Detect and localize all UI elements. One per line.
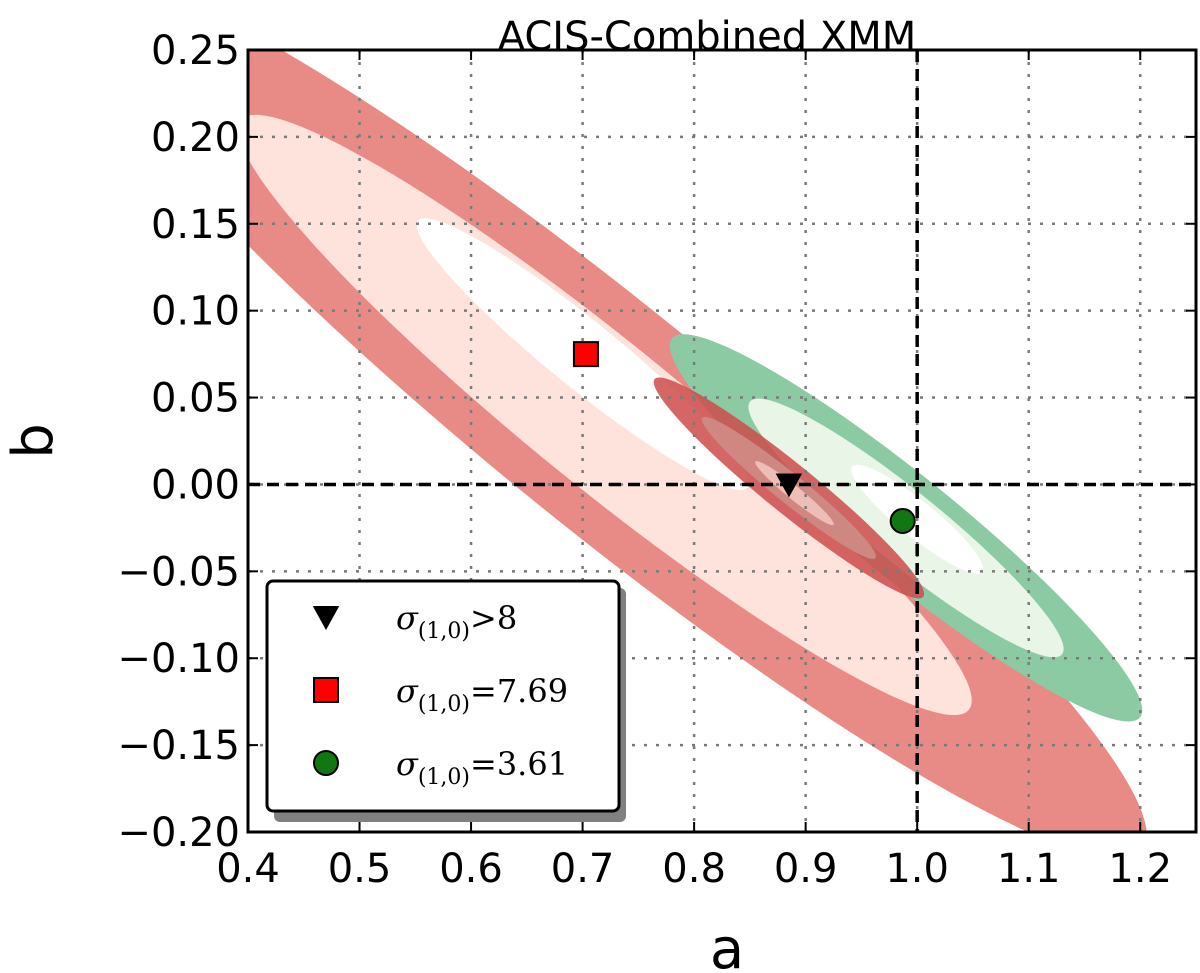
x-axis-ticks: 0.4 0.5 0.6 0.7 0.8 0.9 1.0 1.1 1.2 bbox=[216, 50, 1172, 892]
y-axis-label: b bbox=[1, 423, 66, 459]
legend-marker-triangle-down bbox=[312, 606, 340, 630]
legend-label: σ(1,0)=7.69 bbox=[396, 672, 568, 717]
contour-dark-inner bbox=[755, 461, 834, 526]
reference-lines bbox=[248, 50, 1196, 832]
x-tick-label: 1.1 bbox=[997, 846, 1061, 892]
chart-title: ACIS-Combined XMM bbox=[498, 14, 917, 60]
y-tick-label: −0.20 bbox=[117, 810, 240, 856]
x-tick-label: 1.0 bbox=[885, 846, 949, 892]
legend-marker-square bbox=[313, 677, 339, 703]
point-circle bbox=[889, 507, 916, 534]
plot-frame bbox=[246, 48, 1198, 834]
legend-label: σ(1,0)>8 bbox=[396, 599, 517, 644]
data-points bbox=[572, 341, 916, 534]
x-axis-label: a bbox=[710, 917, 744, 973]
y-axis-ticks: 0.25 0.20 0.15 0.10 0.05 0.00 −0.05 −0.10 −0.15 −… bbox=[117, 28, 1196, 856]
contour-red-middle bbox=[248, 114, 972, 716]
legend-box bbox=[265, 579, 621, 813]
legend: σ(1,0)>8 σ(1,0)=7.69 σ(1,0)=3.61 bbox=[265, 579, 626, 822]
point-triangle-down bbox=[775, 473, 803, 498]
y-tick-label: 0.20 bbox=[151, 115, 240, 161]
y-tick-label: 0.00 bbox=[151, 462, 240, 508]
legend-label: σ(1,0)=3.61 bbox=[396, 745, 568, 790]
y-tick-label: −0.05 bbox=[117, 549, 240, 595]
x-tick-label: 1.2 bbox=[1108, 846, 1172, 892]
y-tick-label: 0.05 bbox=[151, 376, 240, 422]
y-tick-label: 0.25 bbox=[151, 28, 240, 74]
legend-marker-circle bbox=[313, 750, 339, 776]
x-tick-label: 0.4 bbox=[216, 846, 280, 892]
y-tick-label: −0.10 bbox=[117, 636, 240, 682]
x-tick-label: 0.6 bbox=[439, 846, 503, 892]
x-tick-label: 0.7 bbox=[551, 846, 615, 892]
x-tick-label: 0.9 bbox=[774, 846, 838, 892]
x-tick-label: 0.8 bbox=[662, 846, 726, 892]
y-tick-label: −0.15 bbox=[117, 723, 240, 769]
x-tick-label: 0.5 bbox=[328, 846, 392, 892]
y-tick-label: 0.15 bbox=[151, 202, 240, 248]
y-tick-label: 0.10 bbox=[151, 289, 240, 335]
point-square bbox=[572, 341, 599, 368]
